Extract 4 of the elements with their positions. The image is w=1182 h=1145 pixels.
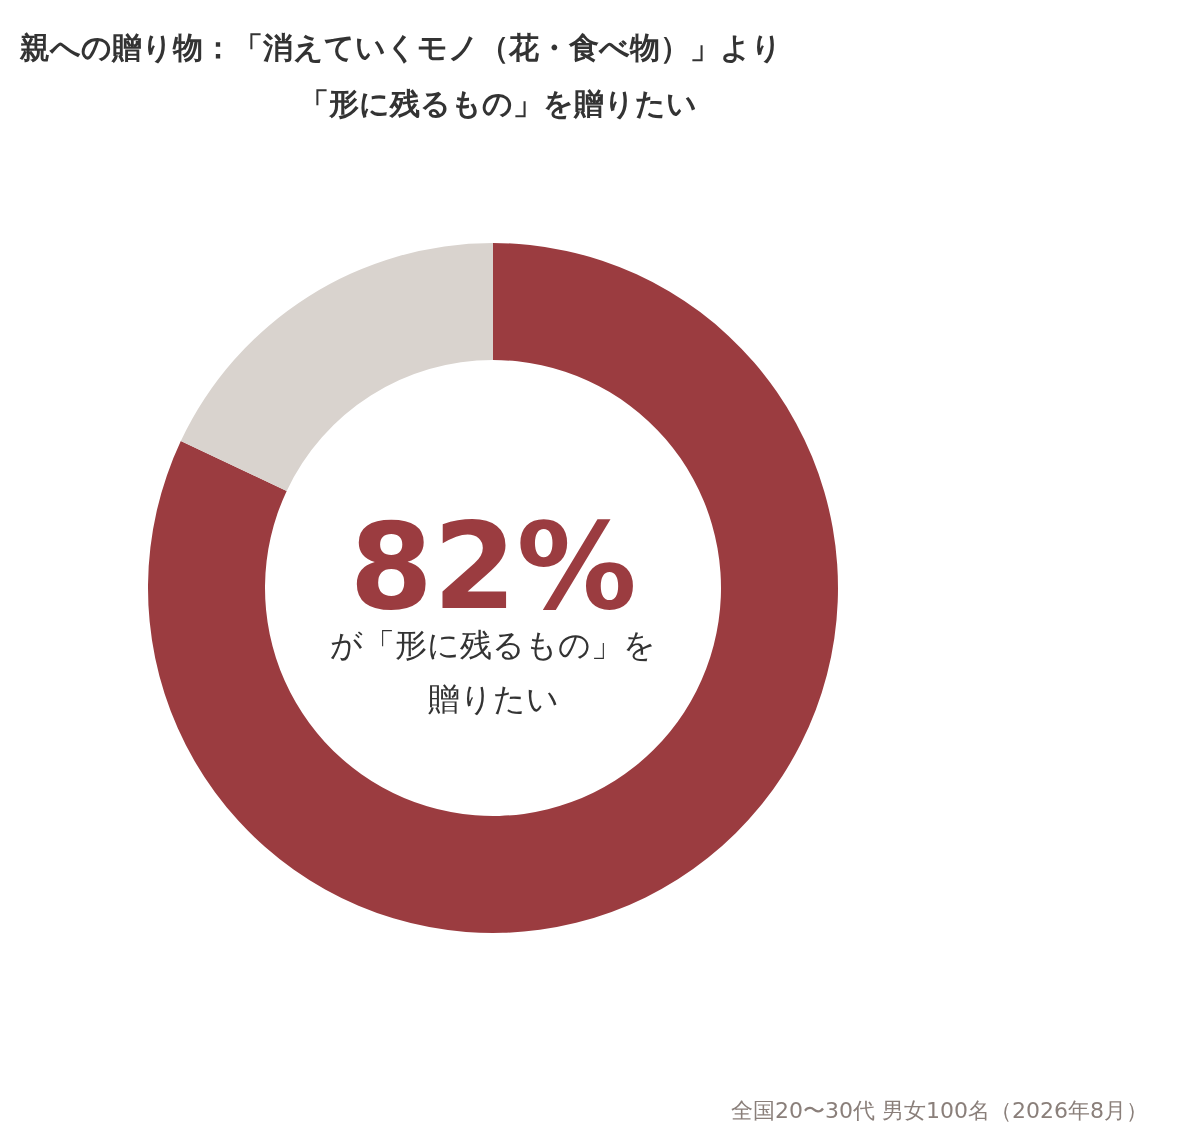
donut-slice bbox=[180, 243, 493, 491]
chart-title: 親への贈り物：「消えていくモノ（花・食べ物）」より「形に残るもの」を贈りたい bbox=[19, 30, 782, 121]
donut-slice bbox=[148, 243, 838, 933]
text: 全国20〜30代 男女100名（2026年8月） bbox=[731, 1098, 1148, 1123]
